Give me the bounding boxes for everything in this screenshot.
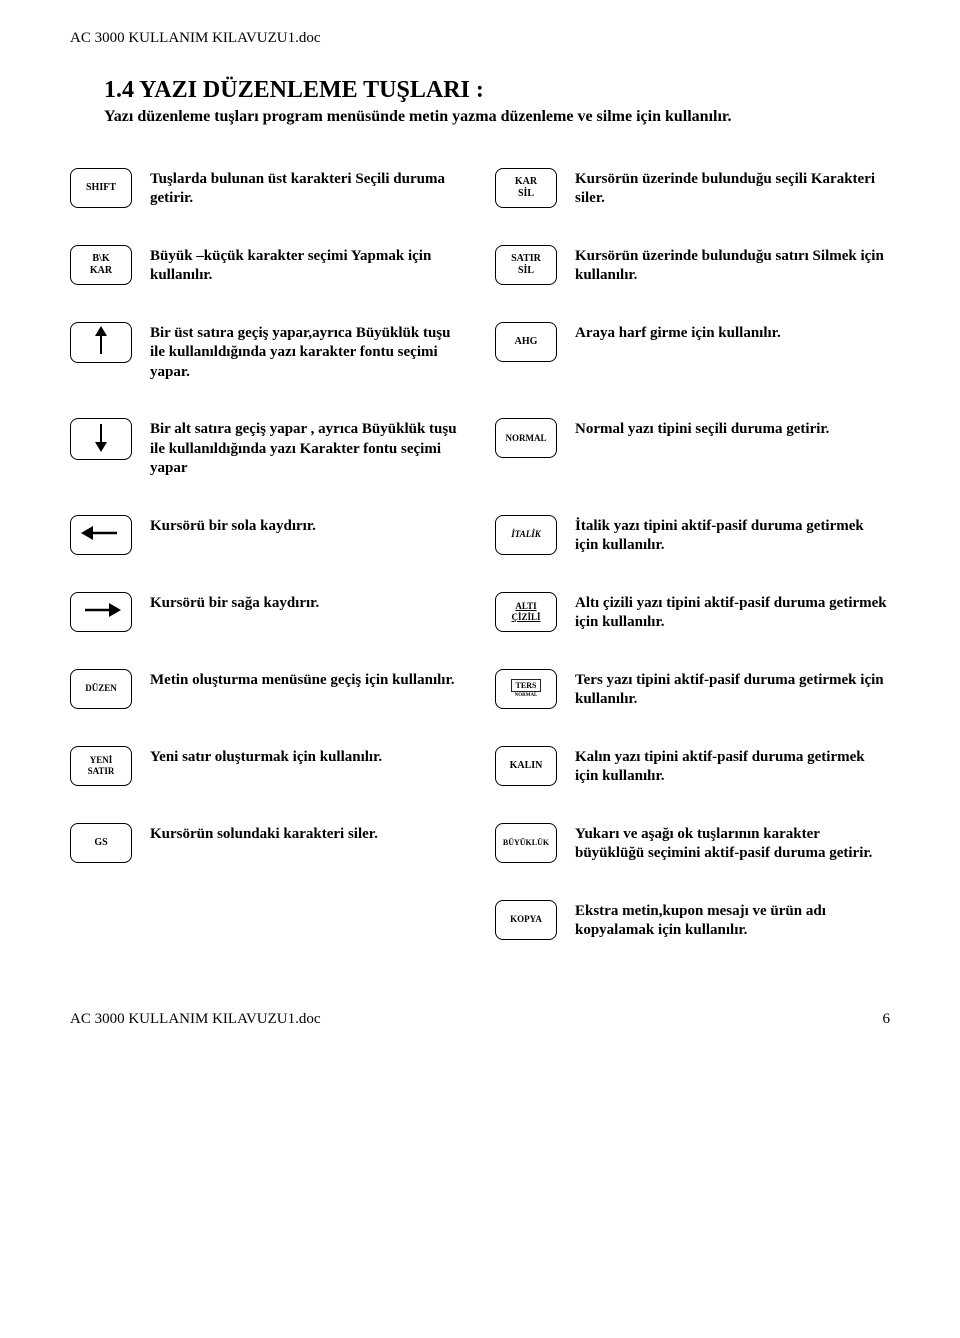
- left-key-2: [70, 322, 132, 364]
- right-key-5: ALTIÇİZİLİ: [495, 592, 557, 632]
- key-row: SHIFT Tuşlarda bulunan üst karakteri Seçi…: [70, 168, 890, 209]
- left-key-0: SHIFT: [70, 168, 132, 208]
- right-key-7: KALIN: [495, 746, 557, 786]
- page-footer: AC 3000 KULLANIM KILAVUZU1.doc 6: [70, 1011, 890, 1028]
- left-desc: Büyük –küçük karakter seçimi Yapmak için…: [150, 245, 485, 286]
- right-desc: Ters yazı tipini aktif-pasif duruma geti…: [575, 669, 890, 710]
- right-desc: İtalik yazı tipini aktif-pasif duruma ge…: [575, 515, 890, 556]
- right-key-3: NORMAL: [495, 418, 557, 458]
- arrow-right-icon: [81, 598, 121, 626]
- left-desc: Metin oluşturma menüsüne geçiş için kull…: [150, 669, 485, 691]
- left-desc: Bir üst satıra geçiş yapar,ayrıca Büyükl…: [150, 322, 485, 383]
- right-key-0: KARSİL: [495, 168, 557, 208]
- left-desc: Bir alt satıra geçiş yapar , ayrıca Büyü…: [150, 418, 485, 479]
- key-row: YENİSATIR Yeni satır oluşturmak için kull…: [70, 746, 890, 787]
- key-label: AHG: [515, 336, 538, 348]
- left-desc: Kursörü bir sağa kaydırır.: [150, 592, 485, 614]
- left-key-7: YENİSATIR: [70, 746, 132, 786]
- left-key-6: DÜZEN: [70, 669, 132, 709]
- arrow-down-icon: [92, 422, 110, 456]
- key-label: İTALİK: [511, 529, 541, 539]
- left-desc: Tuşlarda bulunan üst karakteri Seçili du…: [150, 168, 485, 209]
- footer-left: AC 3000 KULLANIM KILAVUZU1.doc: [70, 1011, 321, 1028]
- right-desc: Ekstra metin,kupon mesajı ve ürün adı ko…: [575, 900, 890, 941]
- left-key-4: [70, 515, 132, 555]
- key-label: ÇİZİLİ: [511, 612, 540, 622]
- right-key-1: SATIRSİL: [495, 245, 557, 285]
- key-inner-box: TERS: [511, 679, 542, 692]
- left-desc: Kursörün solundaki karakteri siler.: [150, 823, 485, 845]
- right-desc: Kalın yazı tipini aktif-pasif duruma get…: [575, 746, 890, 787]
- key-label: SİL: [518, 265, 534, 277]
- key-label: KOPYA: [510, 914, 542, 924]
- footer-page-number: 6: [883, 1011, 891, 1028]
- key-row: Bir üst satıra geçiş yapar,ayrıca Büyükl…: [70, 322, 890, 383]
- key-label: GS: [94, 837, 107, 849]
- key-label: KAR: [90, 265, 112, 277]
- doc-header: AC 3000 KULLANIM KILAVUZU1.doc: [70, 30, 890, 47]
- key-label: YENİ: [90, 755, 113, 765]
- key-label: KALIN: [510, 760, 543, 772]
- right-key-2: AHG: [495, 322, 557, 362]
- key-label: BÜYÜKLÜK: [503, 838, 549, 847]
- key-row: B\KKAR Büyük –küçük karakter seçimi Yapma…: [70, 245, 890, 286]
- key-label: SİL: [518, 188, 534, 200]
- key-rows: SHIFT Tuşlarda bulunan üst karakteri Seçi…: [70, 168, 890, 941]
- key-row: Kursörü bir sola kaydırır. İTALİK İtalik y…: [70, 515, 890, 556]
- key-label: SATIR: [88, 766, 115, 776]
- right-key-4: İTALİK: [495, 515, 557, 555]
- section-intro: Yazı düzenleme tuşları program menüsünde…: [104, 106, 890, 128]
- key-label: ALTI: [515, 601, 536, 611]
- right-desc: Altı çizili yazı tipini aktif-pasif duru…: [575, 592, 890, 633]
- key-row: Bir alt satıra geçiş yapar , ayrıca Büyü…: [70, 418, 890, 479]
- key-sub-label: NORMAL: [515, 693, 538, 699]
- right-desc: Normal yazı tipini seçili duruma getirir…: [575, 418, 890, 440]
- key-label: SHIFT: [86, 182, 116, 194]
- left-key-8: GS: [70, 823, 132, 863]
- left-key-5: [70, 592, 132, 632]
- key-label: KAR: [515, 176, 537, 188]
- arrow-left-icon: [81, 521, 121, 549]
- key-label: DÜZEN: [85, 683, 117, 693]
- right-key-8: BÜYÜKLÜK: [495, 823, 557, 863]
- key-row: Kursörü bir sağa kaydırır. ALTIÇİZİLİ Altı…: [70, 592, 890, 633]
- section-title: 1.4 YAZI DÜZENLEME TUŞLARI :: [104, 77, 890, 104]
- key-row: GS Kursörün solundaki karakteri siler. BÜY…: [70, 823, 890, 864]
- right-key-9: KOPYA: [495, 900, 557, 940]
- key-label: NORMAL: [506, 433, 547, 443]
- right-desc: Yukarı ve aşağı ok tuşlarının karakter b…: [575, 823, 890, 864]
- key-row: KOPYA Ekstra metin,kupon mesajı ve ürün a…: [70, 900, 890, 941]
- key-label: B\K: [92, 253, 109, 265]
- right-desc: Kursörün üzerinde bulunduğu satırı Silme…: [575, 245, 890, 286]
- left-key-1: B\KKAR: [70, 245, 132, 285]
- left-desc: Yeni satır oluşturmak için kullanılır.: [150, 746, 485, 768]
- key-label: SATIR: [511, 253, 541, 265]
- left-desc: Kursörü bir sola kaydırır.: [150, 515, 485, 537]
- arrow-up-icon: [92, 326, 110, 360]
- right-desc: Araya harf girme için kullanılır.: [575, 322, 890, 344]
- right-desc: Kursörün üzerinde bulunduğu seçili Karak…: [575, 168, 890, 209]
- left-key-3: [70, 418, 132, 460]
- right-key-6: TERSNORMAL: [495, 669, 557, 709]
- left-desc: [150, 900, 485, 902]
- key-row: DÜZEN Metin oluşturma menüsüne geçiş için…: [70, 669, 890, 710]
